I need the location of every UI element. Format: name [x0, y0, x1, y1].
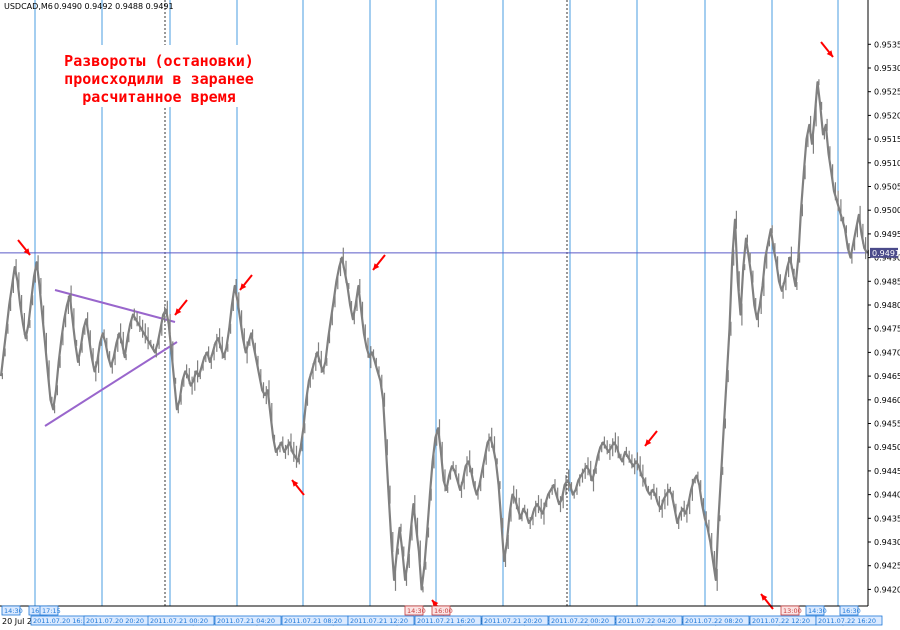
time-marker-box [615, 615, 683, 626]
time-marker-box [1, 605, 21, 616]
time-marker-label: 2011.07.22 00:20 [551, 617, 609, 625]
y-tick-label: 0.9465 [874, 372, 900, 381]
y-tick-label: 0.9490 [874, 254, 900, 263]
current-price-label: 0.9491 [872, 249, 900, 258]
annotation-line-2: происходили в заранее [64, 70, 254, 88]
y-tick-label: 0.9515 [874, 135, 900, 144]
time-marker-box [481, 615, 549, 626]
time-marker-label: 2011.07.20 20:20 [86, 617, 144, 625]
y-tick-label: 0.9525 [874, 88, 900, 97]
time-marker-label: 13:00 [783, 607, 802, 615]
time-marker-label: 14:30 [4, 607, 23, 615]
time-marker-label: 14:30 [407, 607, 426, 615]
y-tick-label: 0.9450 [874, 443, 900, 452]
annotation-box [48, 45, 270, 107]
time-marker-label: 16:30 [842, 607, 861, 615]
time-marker-box [682, 615, 750, 626]
x-tick-label: 20 Jul 2011 [2, 617, 47, 626]
time-marker-box [404, 605, 424, 616]
time-marker-label: 2011.07.21 00:20 [150, 617, 208, 625]
price-line [0, 81, 868, 591]
time-marker-label: 2011.07.20 16:30 [33, 617, 91, 625]
time-marker-label: 2011.07.21 12:20 [350, 617, 408, 625]
arrow-head-icon [645, 439, 652, 446]
arrow-head-icon [23, 248, 30, 255]
time-marker-label: 2011.07.22 16:20 [818, 617, 876, 625]
ohlc-readout: 0.9490 0.9492 0.9488 0.9491 [54, 2, 174, 11]
y-tick-label: 0.9455 [874, 420, 900, 429]
y-tick-label: 0.9425 [874, 562, 900, 571]
y-tick-label: 0.9510 [874, 159, 900, 168]
time-marker-label: 14:30 [808, 607, 827, 615]
arrow-head-icon [826, 50, 833, 57]
time-lines [34, 0, 839, 606]
time-marker-box [431, 605, 451, 616]
annotation-line-1: Развороты (остановки) [64, 52, 254, 70]
time-marker-label: 2011.07.21 04:20 [217, 617, 275, 625]
price-axis: 0.9535 0.9530 0.9525 0.9520 0.9515 0.9510 0.95… [867, 0, 900, 606]
y-tick-label: 0.9470 [874, 348, 900, 357]
price-series [0, 79, 869, 593]
time-marker-label: 2011.07.22 08:20 [685, 617, 743, 625]
triangle-lower-line [44, 341, 178, 427]
arrow-head-icon [432, 600, 439, 607]
arrow-head-icon [175, 308, 182, 315]
time-marker-box [815, 615, 883, 626]
y-tick-label: 0.9435 [874, 514, 900, 523]
y-tick-label: 0.9535 [874, 40, 900, 49]
time-marker-label: 2011.07.21 16:20 [417, 617, 475, 625]
time-marker-box [214, 615, 282, 626]
arrow-head-icon [292, 480, 299, 487]
symbol-timeframe: USDCAD,M6 [4, 2, 53, 11]
arrow-head-icon [761, 594, 768, 601]
time-marker-label: 2011.07.22 12:20 [752, 617, 810, 625]
y-tick-label: 0.9420 [874, 585, 900, 594]
time-marker-box [147, 615, 215, 626]
y-tick-label: 0.9475 [874, 325, 900, 334]
annotation-line-3: расчитанное время [82, 88, 236, 106]
triangle-upper-line [54, 289, 176, 323]
time-marker-label: 16:00 [434, 607, 453, 615]
y-tick-label: 0.9440 [874, 491, 900, 500]
triangle-pattern [44, 289, 178, 427]
time-marker-box [347, 615, 415, 626]
y-tick-label: 0.9480 [874, 301, 900, 310]
time-marker-label: 17:15 [42, 607, 61, 615]
time-marker-box [839, 605, 859, 616]
arrow-head-icon [240, 283, 247, 290]
y-tick-label: 0.9530 [874, 64, 900, 73]
arrow-head-icon [373, 263, 380, 270]
time-marker-label: 2011.07.21 08:20 [284, 617, 342, 625]
y-tick-label: 0.9520 [874, 111, 900, 120]
time-marker-box [39, 605, 59, 616]
time-marker-box [548, 615, 616, 626]
time-marker-box [805, 605, 825, 616]
time-marker-label: 2011.07.22 04:20 [618, 617, 676, 625]
time-marker-box [414, 615, 482, 626]
current-price-box [870, 247, 898, 258]
y-tick-label: 0.9430 [874, 538, 900, 547]
y-tick-label: 0.9495 [874, 230, 900, 239]
y-tick-label: 0.9500 [874, 206, 900, 215]
y-tick-label: 0.9505 [874, 182, 900, 191]
time-marker-label: 2011.07.21 20:20 [484, 617, 542, 625]
y-tick-label: 0.9485 [874, 277, 900, 286]
y-tick-label: 0.9445 [874, 467, 900, 476]
price-range-bars [1, 79, 869, 593]
time-marker-box [780, 605, 800, 616]
y-tick-label: 0.9460 [874, 396, 900, 405]
